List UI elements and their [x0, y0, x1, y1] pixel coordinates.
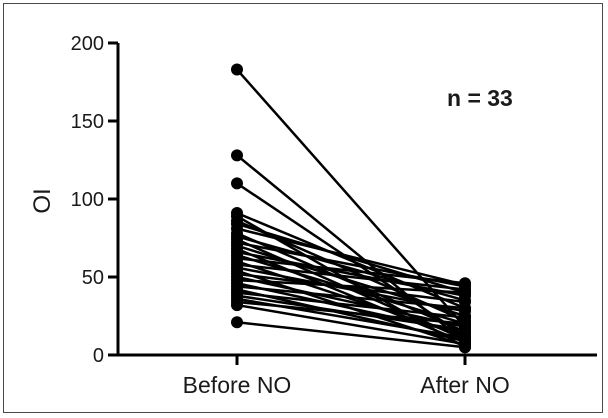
before-point [231, 177, 243, 190]
after-point [459, 286, 471, 299]
subject-line [236, 227, 466, 287]
subject-line [236, 250, 466, 297]
subject-line [236, 272, 466, 304]
before-point [231, 299, 243, 312]
subject-line [236, 247, 466, 344]
y-tick-label: 200 [71, 33, 104, 55]
subject-line [236, 300, 466, 326]
y-axis: 0 50 100 150 200 OI [29, 33, 120, 367]
subject-line [236, 278, 466, 294]
subject-line [236, 211, 466, 310]
y-tick-label: 150 [71, 111, 104, 133]
subject-line [236, 257, 466, 285]
y-ticks: 0 50 100 150 200 [71, 33, 118, 367]
series-lines [236, 68, 466, 349]
x-category-label: After NO [420, 372, 509, 398]
y-tick-label: 50 [82, 267, 104, 289]
y-axis-title: OI [29, 188, 56, 213]
subject-line [236, 275, 466, 329]
x-category-label: Before NO [183, 372, 292, 398]
subject-line [236, 68, 466, 328]
subject-line [236, 303, 466, 346]
subject-line [236, 222, 466, 294]
y-tick-label: 100 [71, 189, 104, 211]
after-point [459, 302, 471, 315]
series-points [231, 63, 471, 354]
before-point [231, 63, 243, 76]
before-point [231, 316, 243, 329]
y-tick-label: 0 [93, 345, 104, 367]
sample-size-annotation: n = 33 [447, 85, 513, 111]
before-point [231, 149, 243, 162]
subject-line [236, 291, 466, 319]
after-point [459, 317, 471, 330]
subject-line [236, 320, 466, 349]
subject-line [236, 285, 466, 310]
x-ticks: Before NO After NO [183, 355, 510, 398]
subject-line [236, 263, 466, 291]
x-axis: Before NO After NO [118, 353, 597, 398]
after-point [459, 341, 471, 354]
